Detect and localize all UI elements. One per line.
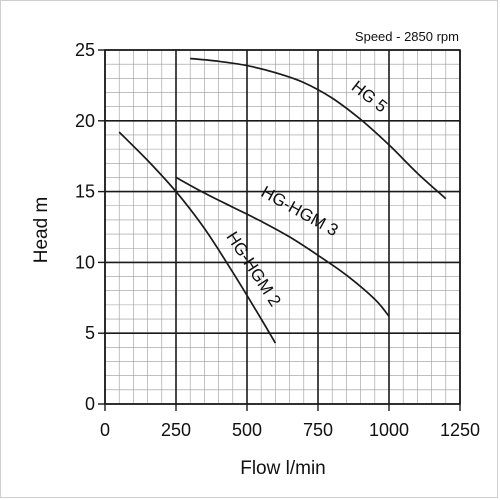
y-tick-label: 10 [75,252,95,272]
major-grid [104,49,461,405]
series-group [118,57,447,344]
plot-border [104,49,461,405]
y-tick-label: 5 [85,323,95,343]
curve-hg-hgm-2 [118,131,277,344]
x-tick-label: 1250 [440,420,480,440]
minor-grid [104,49,461,405]
x-tick-label: 750 [303,420,333,440]
y-tick-label: 20 [75,111,95,131]
y-tick-label: 25 [75,40,95,60]
x-tick-label: 250 [161,420,191,440]
speed-annotation: Speed - 2850 rpm [355,29,459,44]
x-tick-label: 500 [232,420,262,440]
y-tick-label: 15 [75,182,95,202]
y-axis-title: Head m [31,197,52,264]
x-tick-label: 0 [100,420,110,440]
x-tick-label: 1000 [369,420,409,440]
x-axis-title: Flow l/min [240,458,326,479]
curve-hg-hgm-3 [175,176,390,317]
y-tick-label: 0 [85,394,95,414]
curve-hg-5 [190,57,447,200]
curve-label-hg-5: HG 5 [348,77,391,116]
axes: 0 250 500 750 1000 1250 0 5 10 15 20 25 [75,40,480,440]
